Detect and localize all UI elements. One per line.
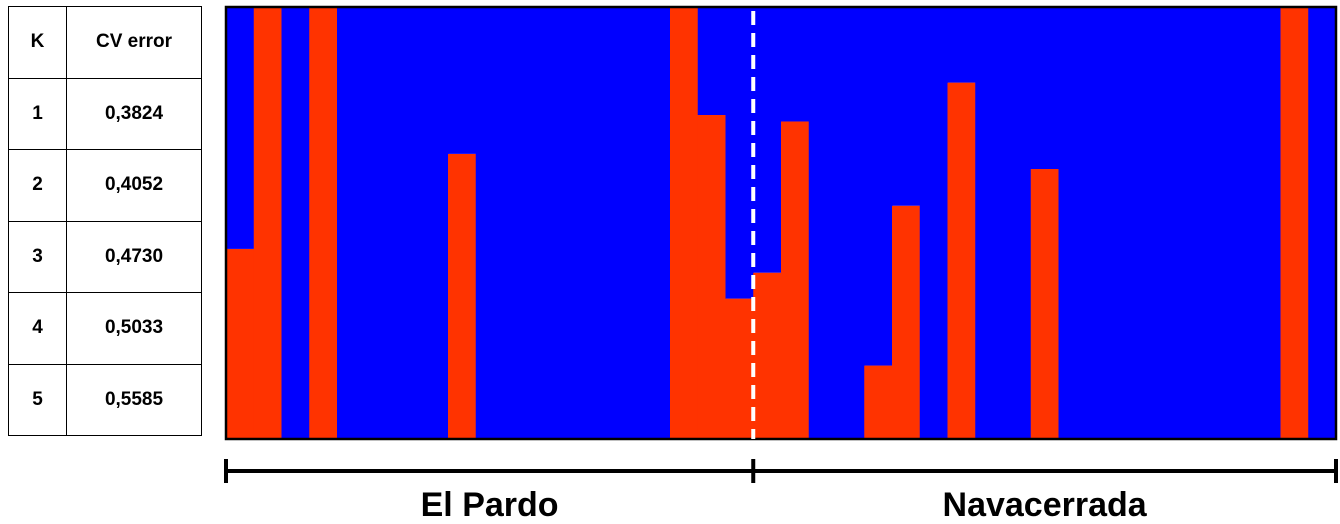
bar-segment-18-0 (725, 298, 754, 439)
group-label-el-pardo: El Pardo (421, 486, 559, 524)
table-header-row: K CV error (8, 6, 202, 79)
bar-segment-17-1 (697, 7, 727, 115)
bar-segment-17-0 (697, 115, 727, 439)
bar-segment-35-1 (1197, 7, 1226, 439)
bar-segment-4-1 (337, 7, 366, 439)
table-row: 4 0,5033 (8, 292, 202, 365)
bar-segment-0-0 (226, 248, 255, 439)
bar-segment-19-1 (753, 7, 782, 273)
bar-segment-21-1 (808, 7, 838, 439)
bar-segment-26-0 (947, 82, 976, 439)
bar-segment-8-0 (448, 153, 477, 439)
bar-segment-39-1 (1308, 7, 1337, 439)
table-row: 2 0,4052 (8, 149, 202, 222)
bar-segment-37-1 (1252, 7, 1282, 439)
bar-segment-29-1 (1030, 7, 1060, 169)
bar-group (226, 7, 1337, 439)
bar-segment-5-1 (364, 7, 394, 439)
bar-segment-18-1 (725, 7, 754, 299)
bar-segment-20-1 (781, 7, 810, 122)
bar-segment-2-1 (281, 7, 310, 439)
bar-segment-34-1 (1169, 7, 1198, 439)
bar-segment-29-0 (1030, 169, 1060, 439)
bar-segment-16-0 (670, 7, 699, 439)
cv-error-table: K CV error 1 0,3824 2 0,4052 3 0,4730 4 … (8, 6, 202, 436)
bar-segment-27-1 (975, 7, 1004, 439)
bar-segment-20-0 (781, 121, 810, 439)
bar-segment-6-1 (392, 7, 421, 439)
bar-segment-33-1 (1141, 7, 1171, 439)
bar-segment-19-0 (753, 272, 782, 439)
bar-segment-7-1 (420, 7, 449, 439)
bar-segment-23-0 (864, 365, 893, 439)
bar-segment-36-1 (1225, 7, 1254, 439)
header-cv-error: CV error (66, 6, 202, 79)
bar-segment-25-1 (919, 7, 949, 439)
bar-segment-15-1 (642, 7, 671, 439)
bar-segment-32-1 (1114, 7, 1143, 439)
cell-cv-error: 0,5033 (66, 292, 202, 365)
bar-segment-0-1 (226, 7, 255, 249)
bar-segment-26-1 (947, 7, 976, 83)
bar-segment-24-1 (892, 7, 921, 206)
cell-k: 3 (8, 220, 67, 293)
cell-cv-error: 0,5585 (66, 363, 202, 436)
bar-segment-38-0 (1280, 7, 1309, 439)
bar-segment-14-1 (614, 7, 643, 439)
bar-segment-31-1 (1086, 7, 1115, 439)
table-row: 3 0,4730 (8, 220, 202, 293)
bar-segment-10-1 (503, 7, 532, 439)
cell-cv-error: 0,4730 (66, 220, 202, 293)
bar-segment-23-1 (864, 7, 893, 366)
table-row: 1 0,3824 (8, 77, 202, 150)
bar-segment-13-1 (586, 7, 616, 439)
bar-segment-11-1 (531, 7, 560, 439)
bar-segment-3-0 (309, 7, 338, 439)
bar-segment-24-0 (892, 205, 921, 439)
cell-k: 5 (8, 363, 67, 436)
bar-segment-12-1 (559, 7, 588, 439)
group-scale-bar (224, 459, 1338, 483)
bar-segment-30-1 (1058, 7, 1087, 439)
bar-segment-22-1 (836, 7, 865, 439)
bar-segment-8-1 (448, 7, 477, 154)
bar-segment-28-1 (1003, 7, 1032, 439)
bar-segment-9-1 (475, 7, 505, 439)
group-label-navacerrada: Navacerrada (943, 486, 1148, 524)
bar-segment-1-0 (253, 7, 283, 439)
table-row: 5 0,5585 (8, 363, 202, 436)
cell-cv-error: 0,4052 (66, 149, 202, 222)
cell-cv-error: 0,3824 (66, 77, 202, 150)
chart-frame (224, 5, 1338, 441)
